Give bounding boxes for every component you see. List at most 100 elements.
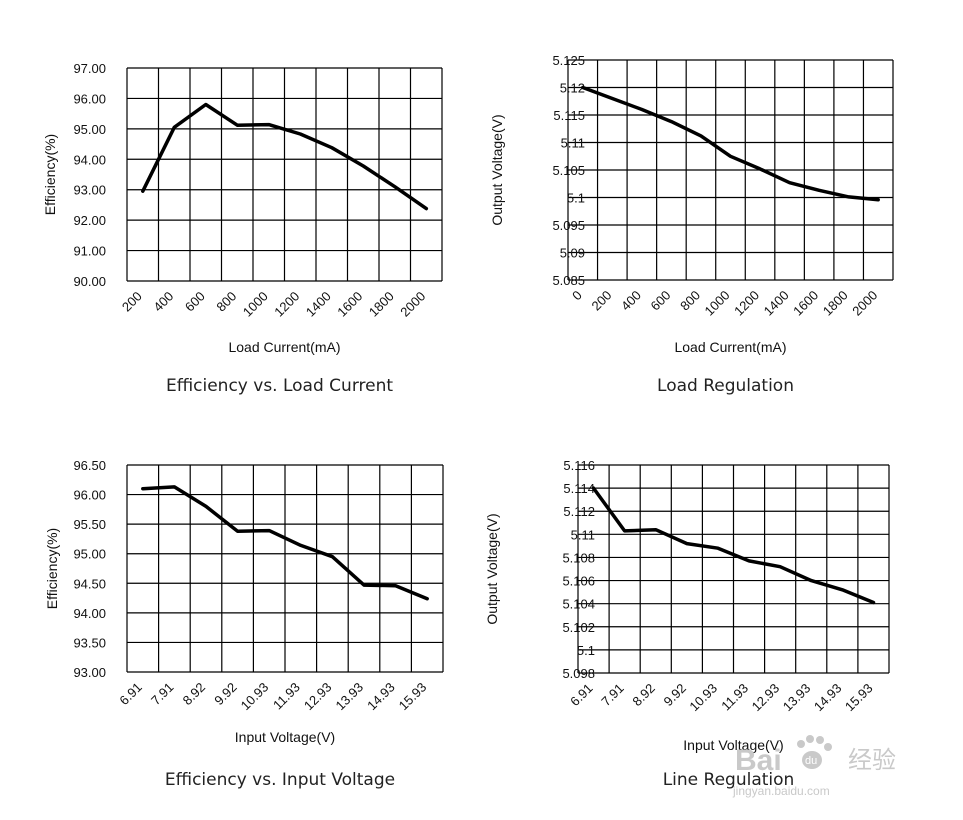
- watermark-cn: 经验: [848, 747, 896, 774]
- x-tick-label: 8.92: [629, 681, 658, 710]
- y-tick-label: 5.104: [562, 597, 595, 612]
- chart-title: Efficiency vs. Load Current: [166, 376, 393, 396]
- y-tick-label: 97.00: [73, 61, 106, 76]
- x-tick-label: 1200: [271, 289, 302, 320]
- y-tick-label: 92.00: [73, 213, 106, 228]
- y-tick-label: 93.00: [73, 183, 106, 198]
- x-tick-label: 7.91: [148, 680, 177, 709]
- x-tick-label: 0: [569, 288, 585, 304]
- y-axis-label: Output Voltage(V): [489, 114, 505, 225]
- y-tick-label: 93.50: [73, 635, 106, 650]
- x-tick-label: 800: [213, 289, 239, 315]
- y-tick-label: 94.00: [73, 606, 106, 621]
- x-tick-label: 1600: [334, 289, 365, 320]
- x-axis-label: Load Current(mA): [674, 339, 786, 355]
- paw-icon: [797, 735, 832, 769]
- line-regulation-chart: 5.098 5.1 5.102 5.104 5.106 5.108 5.11 5.112 5.1…: [484, 458, 890, 790]
- grid: [126, 67, 443, 282]
- y-tick-label: 94.00: [73, 152, 106, 167]
- y-axis-label: Efficiency(%): [42, 134, 58, 215]
- grid: [577, 464, 890, 674]
- efficiency-vs-load-chart: 90.00 91.00 92.00 93.00 94.00 95.00 96.00 97.00…: [42, 61, 443, 396]
- x-tick-label: 12.93: [301, 680, 335, 714]
- y-tick-label: 5.09: [560, 246, 585, 261]
- watermark-brand: Bai: [735, 744, 782, 777]
- x-tick-label: 600: [648, 288, 674, 314]
- x-tick-label: 2000: [397, 289, 428, 320]
- y-tick-label: 96.00: [73, 91, 106, 106]
- x-tick-label: 1800: [366, 289, 397, 320]
- x-tick-label: 10.93: [238, 680, 272, 714]
- x-tick-label: 6.91: [116, 680, 145, 709]
- x-tick-label: 400: [150, 289, 176, 315]
- y-tick-label: 5.106: [562, 574, 595, 589]
- x-tick-label: 14.93: [364, 680, 398, 714]
- series-line: [141, 102, 429, 211]
- x-tick-label: 1000: [702, 288, 733, 319]
- x-tick-label: 12.93: [749, 681, 783, 715]
- series-line: [141, 485, 429, 601]
- y-tick-label: 5.12: [560, 81, 585, 96]
- y-tick-label: 5.095: [552, 218, 585, 233]
- y-tick-label: 90.00: [73, 274, 106, 289]
- x-tick-label: 200: [119, 289, 145, 315]
- x-tick-label: 600: [182, 289, 208, 315]
- y-axis-label: Output Voltage(V): [484, 513, 500, 624]
- watermark-paw-text: du: [805, 755, 817, 767]
- chart-title: Line Regulation: [663, 770, 795, 790]
- y-tick-label: 93.00: [73, 665, 106, 680]
- load-regulation-chart: 5.085 5.09 5.095 5.1 5.105 5.11 5.115 5.12 5.125…: [489, 53, 894, 396]
- series-line: [591, 486, 876, 605]
- y-tick-label: 5.108: [562, 550, 595, 565]
- x-tick-label: 9.92: [211, 680, 240, 709]
- grid: [567, 59, 894, 281]
- y-tick-label: 5.115: [553, 108, 585, 123]
- x-tick-label: 11.93: [718, 681, 751, 714]
- y-tick-label: 95.50: [73, 517, 106, 532]
- x-axis-label: Input Voltage(V): [235, 729, 335, 745]
- y-tick-label: 95.00: [73, 122, 106, 137]
- x-tick-label: 6.91: [567, 681, 596, 710]
- y-tick-label: 94.50: [73, 576, 106, 591]
- x-axis-label: Input Voltage(V): [683, 737, 783, 753]
- x-tick-label: 1400: [303, 289, 334, 320]
- y-tick-label: 5.105: [552, 163, 585, 178]
- y-tick-label: 95.00: [73, 547, 106, 562]
- y-tick-label: 96.00: [73, 488, 106, 503]
- y-tick-label: 5.114: [563, 481, 595, 496]
- y-tick-label: 5.11: [571, 527, 595, 542]
- x-tick-label: 14.93: [811, 681, 845, 715]
- x-tick-label: 1400: [761, 288, 792, 319]
- y-axis-label: Efficiency(%): [44, 528, 60, 609]
- y-tick-label: 91.00: [73, 244, 106, 259]
- efficiency-vs-input-chart: 93.00 93.50 94.00 94.50 95.00 95.50 96.00 96.50…: [44, 458, 444, 790]
- y-tick-label: 5.098: [562, 666, 595, 681]
- y-tick-label: 5.11: [561, 136, 585, 151]
- y-tick-label: 5.116: [563, 458, 595, 473]
- y-tick-label: 5.112: [563, 504, 595, 519]
- y-tick-label: 5.1: [567, 191, 585, 206]
- x-tick-label: 15.93: [842, 681, 876, 715]
- y-tick-label: 5.085: [552, 273, 585, 288]
- y-tick-label: 5.102: [562, 620, 595, 635]
- x-tick-label: 7.91: [598, 681, 627, 710]
- watermark: Bai du 经验 jingyan.baidu.com: [732, 735, 896, 798]
- x-tick-label: 13.93: [780, 681, 814, 715]
- chart-title: Load Regulation: [657, 376, 794, 396]
- x-tick-label: 2000: [849, 288, 880, 319]
- x-tick-label: 13.93: [333, 680, 367, 714]
- x-tick-label: 800: [677, 288, 703, 314]
- x-tick-label: 1800: [820, 288, 851, 319]
- x-tick-label: 9.92: [660, 681, 689, 710]
- watermark-url: jingyan.baidu.com: [732, 784, 830, 798]
- x-tick-label: 1600: [790, 288, 821, 319]
- y-tick-label: 96.50: [73, 458, 106, 473]
- chart-title: Efficiency vs. Input Voltage: [165, 770, 395, 790]
- x-tick-label: 10.93: [686, 681, 720, 715]
- x-tick-label: 200: [588, 288, 614, 314]
- grid: [126, 464, 444, 673]
- x-tick-label: 1200: [731, 288, 762, 319]
- x-tick-label: 400: [618, 288, 644, 314]
- x-tick-label: 11.93: [270, 680, 303, 713]
